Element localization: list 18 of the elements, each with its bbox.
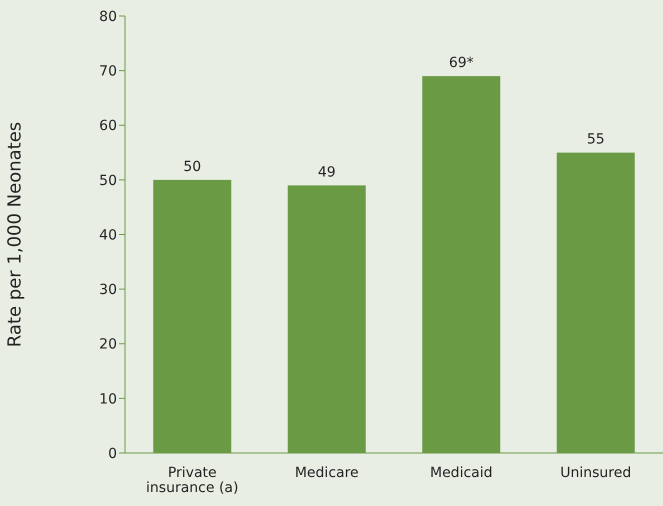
y-tick-label: 70 <box>99 64 117 80</box>
y-tick-label: 20 <box>99 336 117 353</box>
y-tick-label: 10 <box>99 391 117 408</box>
x-tick-label: Uninsured <box>560 465 632 481</box>
data-label: 49 <box>318 164 336 180</box>
x-tick-label: Medicare <box>294 465 359 481</box>
data-label: 50 <box>183 158 202 175</box>
y-tick-label: 80 <box>99 8 117 25</box>
data-label: 55 <box>586 132 605 148</box>
y-tick-label: 40 <box>99 227 117 244</box>
data-label: 69* <box>448 55 474 72</box>
y-tick-label: 50 <box>99 172 117 189</box>
y-tick-label: 60 <box>99 118 117 134</box>
x-tick-label: Medicaid <box>430 465 493 481</box>
y-axis-title: Rate per 1,000 Neonates <box>4 122 26 348</box>
y-tick-label: 30 <box>99 282 117 298</box>
y-tick-label: 0 <box>108 446 117 462</box>
x-tick-label: Private insurance (a) <box>146 465 238 496</box>
